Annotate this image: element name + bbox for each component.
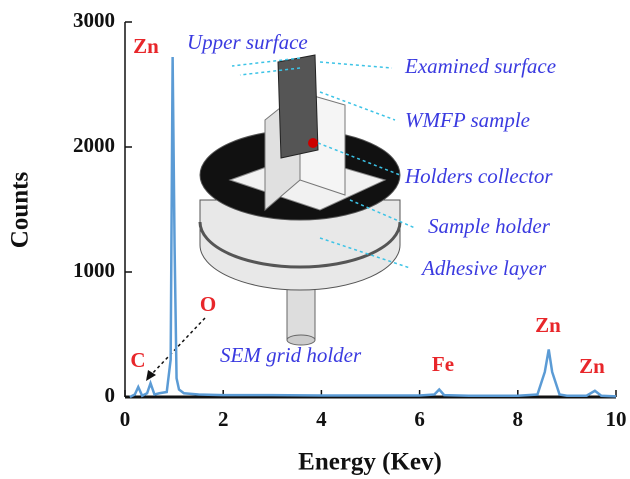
x-tick-label: 0 <box>120 407 131 431</box>
x-tick-label: 2 <box>218 407 229 431</box>
inset-label: SEM grid holder <box>220 343 362 367</box>
chart: Energy (Kev) Counts 0 1000 2000 3000 0 2 4 6 8 10… <box>0 0 630 479</box>
y-tick-label: 3000 <box>73 8 115 32</box>
inset-label: Sample holder <box>428 214 551 238</box>
inset-label: WMFP sample <box>405 108 530 132</box>
x-tick-label: 10 <box>606 407 627 431</box>
y-tick-label: 2000 <box>73 133 115 157</box>
inset-label: Holders collector <box>404 164 553 188</box>
inset-label: Examined surface <box>404 54 556 78</box>
y-tick-label: 0 <box>105 383 116 407</box>
x-tick-label: 6 <box>414 407 425 431</box>
peak-label: Zn <box>535 313 561 337</box>
inset-label: Adhesive layer <box>420 256 547 280</box>
peak-label: Zn <box>133 34 159 58</box>
inset-drawing <box>200 55 415 345</box>
y-tick-label: 1000 <box>73 258 115 282</box>
inset-label: Upper surface <box>187 30 308 54</box>
y-axis-label: Counts <box>7 172 34 249</box>
x-tick-label: 8 <box>513 407 524 431</box>
x-axis-label: Energy (Kev) <box>298 449 442 476</box>
x-tick-label: 4 <box>316 407 327 431</box>
peak-label: C <box>130 348 145 372</box>
peak-label: Zn <box>579 354 605 378</box>
peak-label: O <box>200 292 216 316</box>
peak-label: Fe <box>432 352 454 376</box>
